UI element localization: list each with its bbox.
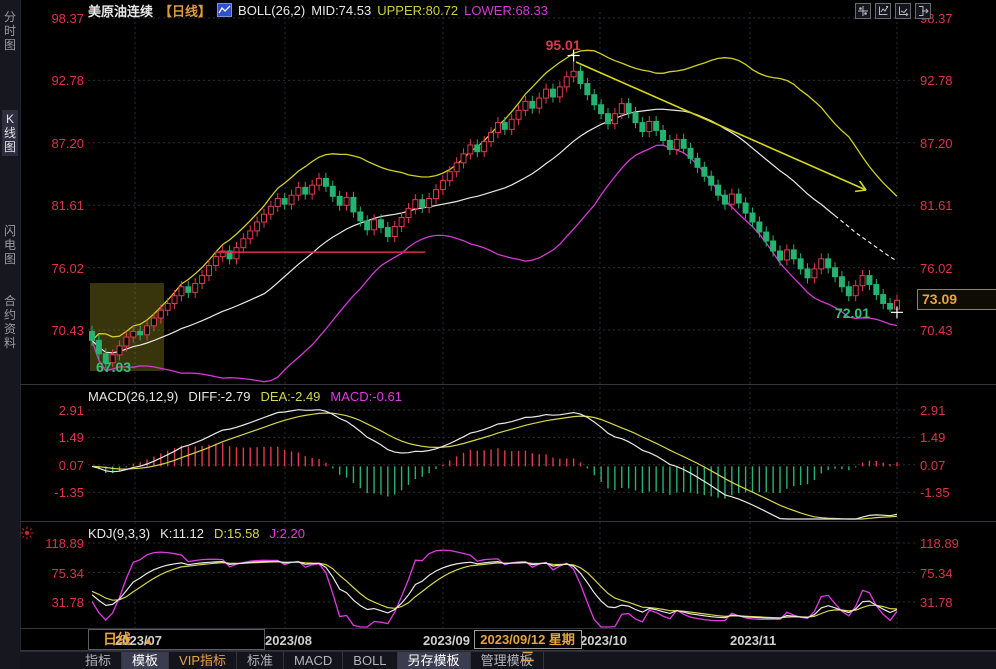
x-axis-label: 2023/07 [115, 633, 162, 648]
kdj-j-value: J:2.20 [269, 526, 305, 541]
dropdown-arrow-icon: ▲ [142, 635, 154, 647]
x-axis-label: 2023/10 [580, 633, 627, 648]
x-axis-scale-icon[interactable] [895, 3, 911, 19]
kdj-header: KDJ(9,3,3) K:11.12 D:15.58 J:2.20 [88, 526, 305, 541]
axis-tick-label: 70.43 [920, 323, 953, 338]
axis-tick-label: 118.89 [45, 536, 84, 551]
axis-tick-label: 0.07 [58, 457, 84, 473]
sidebar-tab-kline-chart[interactable]: K线图 [2, 110, 18, 156]
sidebar-tab-time-chart[interactable]: 分时图 [3, 10, 16, 52]
axis-tick-label: 92.78 [920, 73, 953, 89]
axis-tick-label: 76.02 [920, 260, 953, 276]
axis-tick-label: 98.37 [51, 11, 84, 26]
axis-tick-label: 1.49 [58, 430, 84, 446]
axis-tick-label: 81.61 [920, 198, 953, 214]
macd-header: MACD(26,12,9) DIFF:-2.79 DEA:-2.49 MACD:… [88, 389, 402, 404]
axis-tick-label: 87.20 [920, 135, 953, 151]
y-axis-scale-icon[interactable] [875, 3, 891, 19]
macd-name: MACD(26,12,9) [88, 389, 179, 404]
period-selector-label: 日线 [103, 631, 131, 647]
boll-lower-value: LOWER:68.33 [464, 2, 548, 18]
bottom-tab[interactable]: MACD [284, 652, 344, 669]
macd-dea-value: DEA:-2.49 [260, 389, 321, 404]
left-sidebar: 分时图 K线图闪电图合约资料 [0, 0, 21, 669]
axis-tick-label: 76.02 [51, 260, 84, 276]
crosshair-date-badge: 2023/09/12 星期二 [473, 630, 582, 664]
kdj-k-value: K:11.12 [160, 526, 204, 541]
axis-tick-label: 75.34 [920, 565, 953, 581]
sidebar-tab-contract-info[interactable]: 合约资料 [3, 294, 16, 350]
x-axis-label: 2023/08 [265, 633, 312, 648]
boll-upper-value: UPPER:80.72 [377, 2, 459, 18]
bottom-tab[interactable]: VIP指标 [169, 652, 237, 669]
period-low-label: 67.03 [96, 358, 132, 375]
axis-tick-label: 81.61 [51, 198, 84, 214]
move-crosshair-icon[interactable] [855, 3, 871, 19]
chart-title-bar: 美原油连续 【日线】 BOLL(26,2) MID:74.53 UPPER:80… [88, 2, 548, 19]
axis-tick-label: 2.91 [920, 403, 946, 418]
chart-toolbar [855, 3, 931, 19]
period-tag: 【日线】 [159, 3, 212, 19]
chart-logo-icon [217, 3, 233, 17]
axis-tick-label: 70.43 [51, 323, 84, 338]
axis-tick-label: 31.78 [51, 595, 84, 610]
axis-tick-label: 0.07 [920, 457, 946, 473]
axis-tick-label: 118.89 [920, 536, 959, 551]
x-axis-label: 2023/11 [730, 633, 777, 648]
axis-tick-label: 1.49 [920, 430, 946, 446]
sidebar-tab-flash-chart[interactable]: 闪电图 [3, 224, 16, 266]
axis-tick-label: 2.91 [58, 403, 84, 418]
kdj-d-value: D:15.58 [214, 526, 260, 541]
last-price-badge: 73.09 [917, 289, 996, 311]
axis-tick-label: 31.78 [920, 595, 953, 610]
exit-panel-icon[interactable] [915, 3, 931, 19]
bottom-tab[interactable]: BOLL [343, 652, 398, 669]
axis-tick-label: 87.20 [51, 135, 84, 151]
recent-low-label: 72.01 [834, 305, 870, 322]
bottom-tab-bar: 指标 模板 VIP指标 标准 MACD BOLL 另存模板 管理模板 [20, 651, 996, 669]
instrument-name: 美原油连续 [88, 3, 154, 19]
sun-icon[interactable] [20, 526, 34, 545]
macd-macd-value: MACD:-0.61 [330, 389, 402, 404]
bottom-tab[interactable]: 管理模板 [471, 652, 544, 669]
axis-tick-label: 75.34 [51, 565, 84, 581]
bottom-tab[interactable]: 模板 [122, 652, 170, 669]
kdj-name: KDJ(9,3,3) [88, 526, 151, 541]
axis-tick-label: -1.35 [920, 485, 950, 501]
period-high-label: 95.01 [545, 36, 581, 53]
period-selector[interactable]: 日线 ▲ [88, 629, 265, 650]
bottom-tab[interactable]: 另存模板 [397, 652, 471, 669]
macd-diff-value: DIFF:-2.79 [188, 389, 251, 404]
axis-tick-label: -1.35 [54, 485, 84, 501]
bottom-tab[interactable]: 标准 [237, 652, 285, 669]
boll-mid-value: MID:74.53 [311, 2, 372, 18]
axis-tick-label: 92.78 [51, 73, 84, 89]
x-axis-label: 2023/09 [423, 633, 470, 648]
bottom-tab[interactable]: 指标 [75, 652, 123, 669]
boll-indicator-label: BOLL(26,2) [238, 2, 306, 18]
